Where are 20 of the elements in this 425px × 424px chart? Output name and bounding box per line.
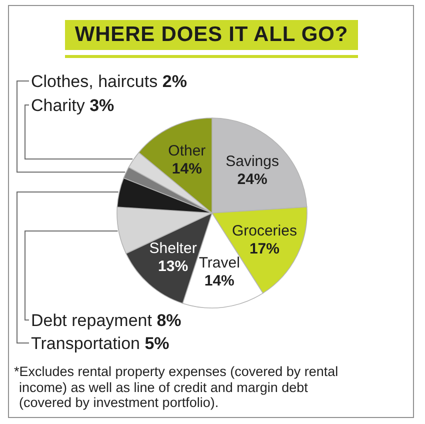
slice-label: Clothes, haircuts	[31, 72, 158, 90]
slice-label: Shelter	[149, 240, 197, 257]
text: *Excludes rental property expenses (covered by rental income) as well as line of credit and margin debt (covered by investment portfolio).	[14, 364, 340, 410]
data-label: 14%	[204, 272, 234, 289]
data-label: 14%	[172, 160, 202, 178]
data-label: 5%	[144, 334, 170, 352]
data-label: 8%	[156, 310, 182, 330]
chart-title: WHERE DOES IT ALL GO?	[74, 23, 348, 47]
data-label: 24%	[237, 170, 268, 188]
slice-label: Charity	[31, 96, 86, 114]
slice-label: Savings	[226, 152, 280, 170]
slice-label: Transportation	[31, 334, 140, 352]
data-label: 17%	[249, 240, 280, 258]
slice-label: Groceries	[232, 222, 297, 240]
data-label: 2%	[162, 72, 187, 90]
data-label: 13%	[158, 258, 188, 275]
slice-label: Other	[168, 142, 206, 160]
slice-label: Travel	[198, 254, 240, 271]
slice-label: Debt repayment	[31, 310, 152, 330]
data-label: 3%	[90, 96, 114, 114]
